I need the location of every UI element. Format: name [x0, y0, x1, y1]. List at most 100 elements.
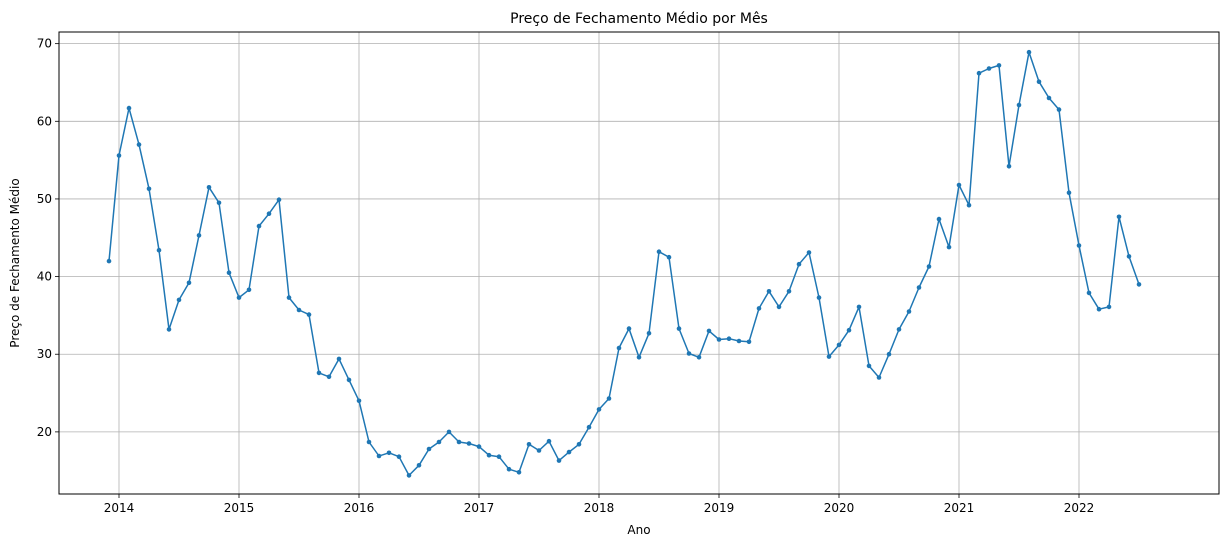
x-tick-label: 2017 — [464, 501, 495, 515]
data-point — [1046, 95, 1052, 101]
y-tick-label: 30 — [37, 347, 52, 361]
data-point — [976, 70, 982, 76]
data-point — [616, 345, 622, 351]
data-point — [456, 439, 462, 445]
data-point — [666, 254, 672, 260]
data-point — [586, 424, 592, 430]
y-axis-label: Preço de Fechamento Médio — [8, 178, 22, 347]
data-point — [416, 463, 422, 468]
y-tick-label: 50 — [37, 192, 52, 206]
y-tick-label: 20 — [37, 425, 52, 439]
data-point — [196, 233, 202, 238]
x-tick-label: 2018 — [584, 501, 615, 515]
data-point — [1136, 282, 1142, 287]
data-point — [136, 142, 142, 147]
data-point — [696, 355, 702, 360]
data-point — [1026, 49, 1032, 55]
data-point — [236, 295, 242, 300]
chart-title: Preço de Fechamento Médio por Mês — [510, 11, 768, 27]
data-point — [626, 326, 632, 331]
data-point — [806, 250, 812, 255]
data-point — [796, 261, 802, 267]
data-point — [106, 258, 112, 264]
y-tick-label: 70 — [37, 37, 52, 51]
series-line — [108, 51, 1140, 477]
data-point — [206, 185, 212, 190]
data-point — [716, 337, 722, 342]
data-point — [766, 289, 772, 294]
data-point — [246, 287, 252, 293]
data-point — [326, 374, 332, 380]
data-point — [146, 186, 152, 192]
data-point — [756, 306, 762, 311]
data-point — [836, 342, 842, 348]
data-point — [386, 450, 392, 456]
data-point — [226, 270, 232, 276]
data-point — [426, 446, 432, 452]
data-point — [486, 452, 492, 458]
data-point — [866, 363, 872, 369]
data-point — [556, 458, 562, 463]
data-point — [1106, 304, 1112, 310]
data-point — [1086, 290, 1092, 296]
data-point — [966, 202, 972, 208]
x-tick-label: 2014 — [104, 501, 135, 515]
data-point — [896, 327, 902, 332]
data-point — [646, 331, 652, 336]
data-point — [446, 429, 452, 435]
x-tick-label: 2019 — [704, 501, 735, 515]
data-point — [856, 304, 862, 310]
data-point — [306, 312, 312, 317]
data-point — [116, 153, 122, 158]
data-point — [606, 396, 612, 401]
data-point — [346, 377, 352, 383]
data-point — [706, 328, 712, 334]
data-point — [1016, 102, 1022, 108]
data-point — [396, 454, 402, 460]
data-point — [1116, 214, 1122, 220]
data-point — [636, 355, 642, 360]
data-point — [406, 473, 412, 478]
data-point — [276, 197, 282, 202]
data-point — [816, 295, 822, 300]
data-point — [726, 336, 732, 342]
data-point — [286, 295, 292, 300]
data-point — [176, 297, 182, 303]
data-point — [786, 289, 792, 294]
x-tick-label: 2022 — [1064, 501, 1095, 515]
data-point — [496, 454, 502, 460]
plot-frame — [58, 31, 1220, 495]
data-point — [986, 66, 992, 71]
data-point — [566, 449, 572, 455]
x-axis-label: Ano — [627, 523, 650, 537]
data-point — [746, 339, 752, 345]
data-point — [366, 439, 372, 445]
data-point — [1056, 107, 1062, 112]
x-tick-label: 2020 — [824, 501, 855, 515]
data-point — [376, 453, 382, 459]
x-tick-label: 2015 — [224, 501, 255, 515]
data-point — [216, 200, 222, 206]
data-point — [526, 442, 532, 447]
data-point — [476, 444, 482, 449]
data-point — [1076, 243, 1082, 248]
data-point — [166, 327, 172, 332]
data-point — [1126, 254, 1132, 259]
data-point — [956, 182, 962, 188]
x-axis: 2014 2015 2016 2017 2018 2019 2020 2021 2022 — [104, 494, 1095, 515]
data-point — [546, 438, 552, 444]
data-point — [736, 338, 742, 344]
x-tick-label: 2021 — [944, 501, 975, 515]
data-point — [846, 327, 852, 333]
y-tick-label: 40 — [37, 270, 52, 284]
data-point — [826, 354, 832, 359]
data-point — [356, 398, 362, 404]
data-point — [686, 351, 692, 356]
data-point — [1006, 164, 1012, 169]
y-axis: 20 30 40 50 60 70 — [37, 37, 59, 439]
data-point — [676, 326, 682, 331]
data-point — [1066, 190, 1072, 195]
data-point — [876, 375, 882, 380]
data-point — [186, 280, 192, 286]
